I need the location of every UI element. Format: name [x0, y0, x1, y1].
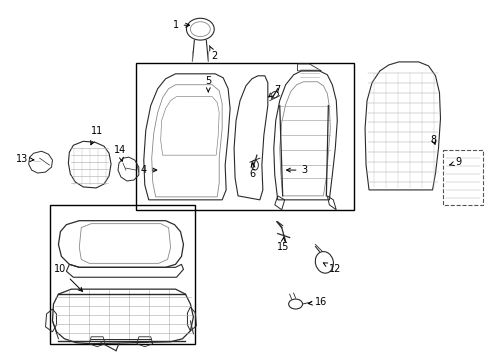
- Text: 10: 10: [54, 264, 82, 291]
- Bar: [136, 63, 353, 210]
- Text: 12: 12: [323, 263, 341, 274]
- Text: 16: 16: [308, 297, 327, 307]
- Text: 14: 14: [114, 145, 126, 161]
- Text: 5: 5: [205, 76, 211, 92]
- Text: 2: 2: [209, 46, 217, 61]
- Text: 1: 1: [172, 20, 189, 30]
- Text: 8: 8: [429, 135, 436, 145]
- Text: 11: 11: [91, 126, 103, 145]
- Bar: [49, 205, 195, 344]
- Text: 13: 13: [16, 154, 34, 164]
- Text: 7: 7: [268, 85, 280, 97]
- Text: 15: 15: [276, 237, 288, 252]
- Bar: [443, 150, 482, 205]
- Text: 4: 4: [141, 165, 157, 175]
- Text: 6: 6: [249, 163, 256, 179]
- Text: 9: 9: [449, 157, 461, 167]
- Text: 3: 3: [286, 165, 307, 175]
